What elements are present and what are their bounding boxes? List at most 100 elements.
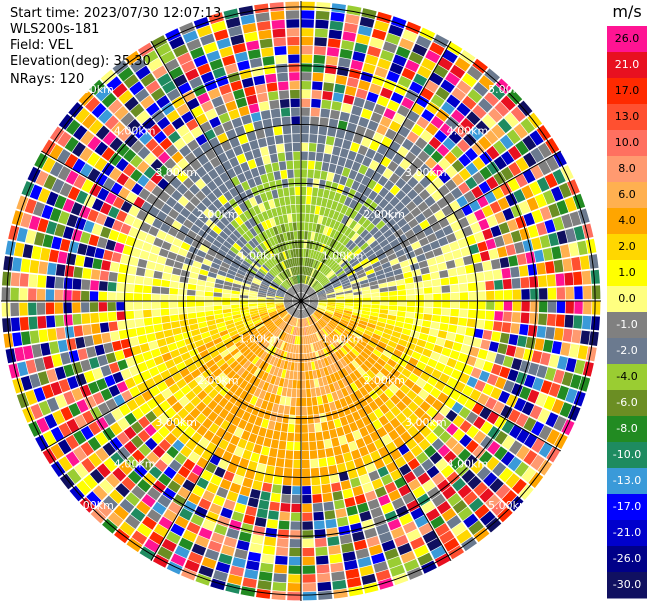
velocity-gate	[249, 287, 259, 292]
velocity-gate	[28, 215, 41, 231]
velocity-gate	[394, 456, 407, 468]
velocity-gate	[222, 297, 231, 301]
velocity-gate	[36, 417, 50, 433]
velocity-gate	[551, 341, 562, 355]
velocity-gate	[482, 383, 494, 396]
velocity-gate	[286, 388, 292, 397]
velocity-gate	[371, 478, 384, 490]
velocity-gate	[423, 143, 436, 156]
velocity-gate	[476, 466, 491, 481]
velocity-gate	[520, 277, 530, 289]
velocity-gate	[321, 254, 327, 263]
velocity-gate	[220, 507, 233, 519]
velocity-gate	[344, 307, 353, 312]
velocity-gate	[241, 114, 252, 125]
velocity-gate	[292, 468, 301, 477]
velocity-gate	[272, 315, 280, 322]
velocity-gate	[403, 271, 413, 279]
velocity-gate	[131, 485, 146, 500]
velocity-gate	[503, 301, 513, 311]
velocity-gate	[294, 275, 298, 284]
velocity-gate	[376, 124, 388, 136]
velocity-gate	[232, 229, 242, 239]
velocity-gate	[318, 330, 325, 339]
velocity-gate	[550, 186, 564, 202]
velocity-gate	[500, 150, 515, 166]
velocity-gate	[253, 367, 262, 377]
velocity-gate	[362, 245, 372, 254]
velocity-gate	[445, 436, 458, 450]
colorbar-swatch	[607, 156, 647, 183]
velocity-gate	[102, 177, 116, 191]
velocity-gate	[347, 150, 357, 161]
velocity-gate	[351, 314, 361, 320]
velocity-gate	[99, 479, 114, 494]
velocity-gate	[477, 241, 488, 252]
velocity-gate	[178, 288, 187, 295]
velocity-gate	[462, 255, 473, 266]
velocity-gate	[136, 160, 150, 174]
velocity-gate	[358, 275, 368, 282]
velocity-gate	[521, 289, 530, 300]
velocity-gate	[145, 234, 156, 245]
velocity-gate	[441, 293, 451, 301]
velocity-gate	[431, 314, 441, 323]
velocity-gate	[376, 426, 388, 438]
velocity-gate	[257, 270, 266, 277]
velocity-gate	[401, 419, 413, 431]
velocity-gate	[276, 413, 284, 423]
velocity-gate	[46, 191, 59, 207]
velocity-gate	[288, 316, 293, 325]
velocity-gate	[263, 536, 277, 547]
velocity-gate	[420, 266, 430, 275]
velocity-gate	[467, 88, 483, 104]
velocity-gate	[323, 327, 331, 335]
velocity-gate	[372, 244, 382, 253]
velocity-gate	[194, 339, 205, 348]
velocity-gate	[62, 226, 74, 240]
velocity-gate	[231, 304, 240, 309]
velocity-gate	[421, 500, 436, 514]
velocity-gate	[350, 259, 360, 268]
velocity-gate	[322, 226, 329, 235]
velocity-gate	[130, 169, 143, 182]
velocity-gate	[247, 159, 257, 170]
velocity-gate	[326, 393, 334, 403]
velocity-gate	[263, 353, 271, 362]
velocity-gate	[362, 307, 371, 312]
velocity-gate	[365, 148, 376, 160]
velocity-gate	[321, 339, 328, 348]
velocity-gate	[339, 48, 353, 60]
velocity-gate	[226, 323, 236, 330]
velocity-gate	[507, 456, 522, 472]
velocity-gate	[152, 218, 163, 229]
velocity-gate	[559, 244, 571, 258]
velocity-gate	[486, 411, 500, 425]
velocity-gate	[466, 425, 479, 439]
velocity-gate	[31, 344, 43, 358]
velocity-gate	[311, 98, 321, 108]
velocity-gate	[282, 414, 290, 424]
velocity-gate	[435, 108, 450, 122]
velocity-gate	[351, 105, 363, 117]
velocity-gate	[91, 323, 101, 335]
velocity-gate	[58, 114, 74, 130]
velocity-gate	[466, 376, 478, 388]
velocity-gate	[284, 143, 293, 152]
colorbar-tick: 26.0	[615, 32, 640, 45]
velocity-gate	[257, 213, 265, 223]
velocity-gate	[442, 225, 454, 236]
velocity-gate	[261, 553, 275, 564]
velocity-gate	[491, 331, 501, 342]
velocity-gate	[260, 173, 269, 184]
velocity-gate	[222, 293, 231, 298]
velocity-gate	[465, 234, 477, 246]
velocity-gate	[230, 246, 239, 255]
velocity-gate	[342, 488, 354, 499]
velocity-gate	[291, 276, 296, 285]
velocity-gate	[316, 440, 325, 450]
velocity-gate	[449, 350, 460, 360]
velocity-gate	[240, 400, 249, 411]
azimuth-spoke	[150, 40, 452, 562]
velocity-gate	[457, 237, 468, 249]
